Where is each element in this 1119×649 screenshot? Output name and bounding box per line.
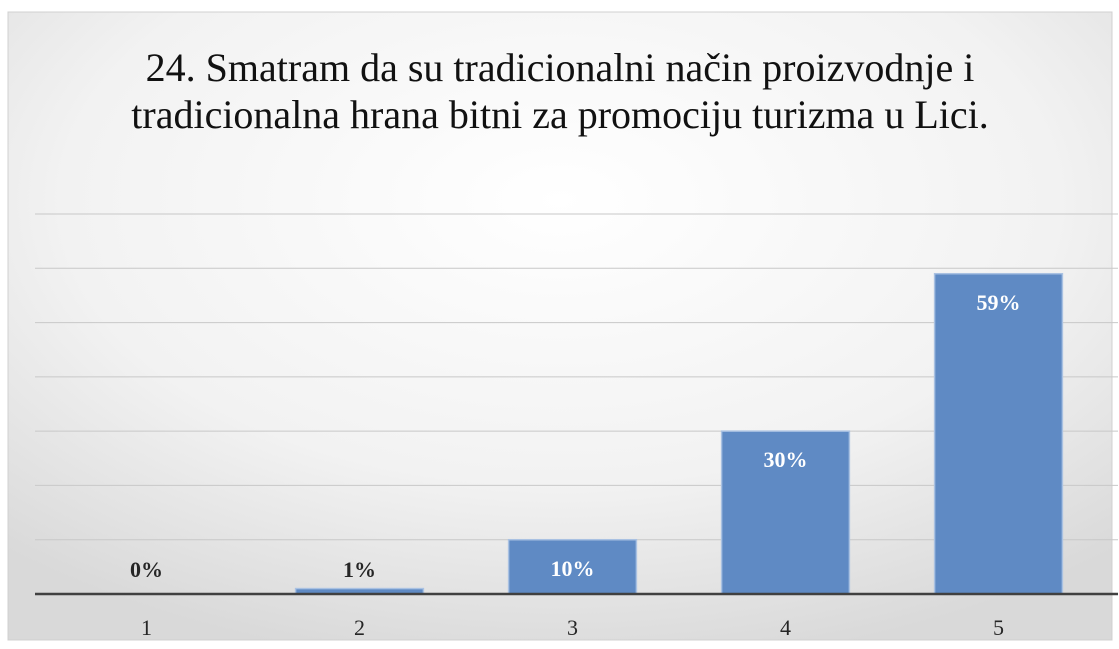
x-tick-label: 4 xyxy=(780,615,791,640)
bar xyxy=(720,430,851,595)
chart-background xyxy=(7,11,1113,641)
x-tick-label: 1 xyxy=(141,615,152,640)
x-tick-label: 2 xyxy=(354,615,365,640)
data-label: 30% xyxy=(764,447,808,472)
x-tick-label: 3 xyxy=(567,615,578,640)
data-label: 59% xyxy=(977,290,1021,315)
bar xyxy=(933,272,1064,595)
data-label: 0% xyxy=(130,557,163,582)
chart-title: 24. Smatram da su tradicionalni način pr… xyxy=(131,45,989,137)
x-tick-label: 5 xyxy=(993,615,1004,640)
data-label: 1% xyxy=(343,557,376,582)
data-label: 10% xyxy=(551,556,595,581)
bar xyxy=(507,538,638,595)
